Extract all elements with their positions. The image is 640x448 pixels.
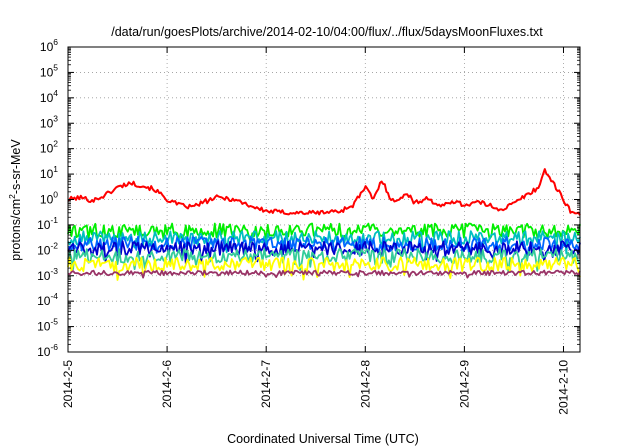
- y-tick-label: 106: [40, 37, 58, 54]
- series-line-8: [67, 269, 581, 279]
- y-tick-label: 10-2: [37, 240, 58, 257]
- series-line-1: [67, 168, 581, 216]
- y-tick-label: 105: [40, 62, 58, 79]
- x-axis: 2014-2-5 2014-2-6 2014-2-7 2014-2-8 2014-2-9…: [61, 47, 570, 415]
- x-tick-label: 2014-2-6: [160, 360, 174, 408]
- y-axis-label-sup: 2: [7, 194, 17, 199]
- y-axis-label-rest: -s-sr-MeV: [9, 139, 23, 195]
- y-tick-label: 104: [40, 88, 58, 105]
- x-tick-label: 2014-2-9: [457, 360, 471, 408]
- series-line-7: [67, 256, 581, 281]
- y-tick-label: 10-4: [37, 291, 58, 308]
- x-tick-label: 2014-2-8: [358, 360, 372, 408]
- series-line-3: [67, 230, 581, 255]
- y-tick-label: 10-3: [37, 266, 58, 283]
- y-axis-label-main: protons/cm: [9, 199, 23, 261]
- y-tick-label: 10-5: [37, 317, 58, 334]
- series-layer: [67, 168, 581, 281]
- y-tick-label: 10-6: [37, 342, 58, 359]
- y-axis-label: protons/cm2-s-sr-MeV: [7, 139, 23, 261]
- y-tick-label: 101: [40, 164, 58, 181]
- x-tick-label: 2014-2-10: [556, 360, 570, 415]
- y-tick-label: 10-1: [37, 215, 58, 232]
- series-line-2: [67, 222, 581, 243]
- x-tick-label: 2014-2-7: [259, 360, 273, 408]
- chart-title: /data/run/goesPlots/archive/2014-02-10/0…: [111, 25, 543, 39]
- y-tick-label: 100: [40, 190, 58, 207]
- y-axis: 10-6 10-5 10-4 10-3 10-2 10-1 100 101 102 103 104 1…: [37, 37, 580, 359]
- x-axis-label: Coordinated Universal Time (UTC): [227, 432, 419, 446]
- x-tick-label: 2014-2-5: [61, 360, 75, 408]
- y-tick-label: 102: [40, 139, 58, 156]
- y-tick-label: 103: [40, 113, 58, 130]
- series-line-5: [67, 240, 581, 265]
